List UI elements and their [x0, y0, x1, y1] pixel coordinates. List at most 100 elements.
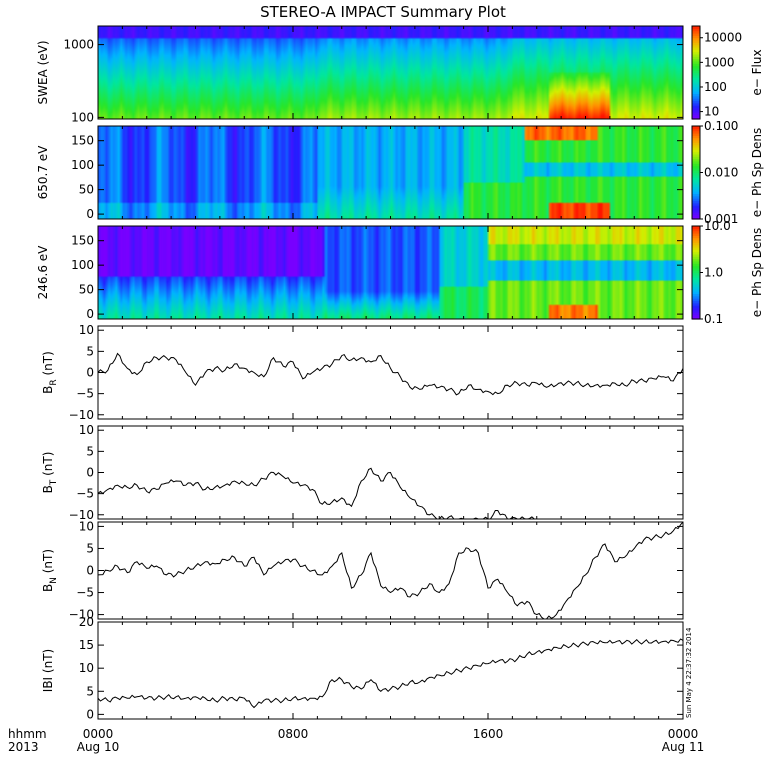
- colorbar-segment: [692, 67, 700, 71]
- colorbar-segment: [692, 184, 700, 188]
- colorbar-segment: [692, 88, 700, 92]
- colorbar-segment: [692, 74, 700, 78]
- colorbar-segment: [692, 60, 700, 64]
- colorbar-segment: [692, 309, 700, 313]
- colorbar-segment: [692, 212, 700, 215]
- colorbar-segment: [692, 26, 700, 29]
- colorbar-segment: [692, 144, 700, 148]
- y-tick-label: 5: [86, 684, 94, 698]
- colorbar-segment: [692, 156, 700, 160]
- colorbar-segment: [692, 84, 700, 88]
- colorbar-tick-label: 10: [704, 105, 719, 119]
- pad650-ylabel: 650.7 eV: [36, 145, 50, 200]
- colorbar-segment: [692, 302, 700, 306]
- colorbar-segment: [692, 86, 700, 90]
- colorbar-segment: [692, 46, 700, 50]
- colorbar-segment: [692, 112, 700, 115]
- colorbar-segment: [692, 77, 700, 81]
- colorbar-segment: [692, 58, 700, 62]
- colorbar-segment: [692, 246, 700, 250]
- y-tick-label: 0: [86, 564, 94, 578]
- colorbar-segment: [692, 193, 700, 197]
- y-tick-label: 10: [79, 423, 94, 437]
- panel-pad650: 0.001 0.010 0.100 e− Ph Sp Dens 650.7 eV 0 50 1…: [36, 119, 764, 226]
- colorbar-segment: [692, 158, 700, 162]
- colorbar-segment: [692, 300, 700, 304]
- colorbar-segment: [692, 81, 700, 85]
- colorbar-segment: [692, 163, 700, 167]
- colorbar-segment: [692, 288, 700, 292]
- y-tick-label: 10: [79, 661, 94, 675]
- panel-bt: BT (nT) −10 −5 0 5 10: [41, 423, 684, 522]
- y-tick-label: 100: [71, 158, 94, 172]
- y-tick-label: 100: [71, 258, 94, 272]
- y-tick-label: 10: [79, 323, 94, 337]
- y-tick-label: 50: [79, 283, 94, 297]
- colorbar-segment: [692, 153, 700, 157]
- colorbar-segment: [692, 137, 700, 141]
- figure-title: STEREO-A IMPACT Summary Plot: [260, 3, 506, 21]
- bn-ylabel: BN (nT): [41, 549, 59, 592]
- colorbar-segment: [692, 39, 700, 43]
- colorbar-segment: [692, 258, 700, 262]
- colorbar-segment: [692, 30, 700, 34]
- colorbar-segment: [692, 146, 700, 150]
- colorbar-segment: [692, 130, 700, 134]
- colorbar-segment: [692, 28, 700, 32]
- pad246-spectrogram: [98, 226, 683, 319]
- colorbar-segment: [692, 37, 700, 41]
- y-tick-label: 5: [86, 541, 94, 555]
- br-series-line: [98, 352, 683, 396]
- y-tick-label: 0: [86, 466, 94, 480]
- colorbar-segment: [692, 307, 700, 311]
- colorbar-segment: [692, 265, 700, 269]
- colorbar-segment: [692, 298, 700, 301]
- colorbar-tick-label: 10.0: [704, 219, 731, 233]
- colorbar-tick-label: 100: [704, 80, 727, 94]
- y-tick-label: 10: [79, 519, 94, 533]
- swea-colorbar: 10 100 1000 10000 e− Flux: [691, 25, 764, 120]
- y-tick-label: 5: [86, 444, 94, 458]
- colorbar-segment: [692, 214, 700, 218]
- time-tick-label: 0000: [83, 727, 114, 741]
- colorbar-segment: [692, 135, 700, 139]
- bmag-series-line: [98, 638, 683, 709]
- colorbar-segment: [692, 186, 700, 190]
- colorbar-segment: [692, 230, 700, 234]
- y-tick-label: 0: [86, 366, 94, 380]
- br-ylabel: BR (nT): [41, 351, 59, 394]
- y-tick-label: 0: [86, 207, 94, 221]
- colorbar-segment: [692, 98, 700, 101]
- colorbar-segment: [692, 72, 700, 76]
- colorbar-segment: [692, 249, 700, 253]
- colorbar-tick-label: 0.001: [704, 212, 738, 226]
- colorbar-segment: [692, 295, 700, 299]
- colorbar-tick-label: 10000: [704, 31, 742, 45]
- colorbar-segment: [692, 116, 700, 120]
- time-tick-label: 1600: [473, 727, 504, 741]
- colorbar-segment: [692, 256, 700, 260]
- pad650-colorbar: 0.001 0.010 0.100 e− Ph Sp Dens: [691, 119, 764, 226]
- y-tick-label: 100: [71, 110, 94, 124]
- colorbar-segment: [692, 237, 700, 241]
- colorbar-segment: [692, 70, 700, 74]
- pad246-colorbar: 0.1 1.0 10.0 e− Ph Sp Dens: [691, 219, 764, 326]
- colorbar-segment: [692, 195, 700, 199]
- colorbar-segment: [692, 279, 700, 283]
- colorbar-segment: [692, 316, 700, 320]
- colorbar-tick-label: 1.0: [704, 266, 723, 280]
- colorbar-segment: [692, 181, 700, 185]
- colorbar-segment: [692, 56, 700, 60]
- colorbar-segment: [692, 53, 700, 57]
- colorbar-segment: [692, 51, 700, 55]
- colorbar-segment: [692, 207, 700, 211]
- y-tick-label: −10: [69, 508, 94, 522]
- y-tick-label: 20: [79, 615, 94, 629]
- panel-swea: 10 100 1000 10000 e− Flux SWEA (eV) 100 1000: [36, 25, 764, 124]
- colorbar-segment: [692, 160, 700, 164]
- time-axis-row1-label: hhmm: [8, 727, 47, 741]
- colorbar-segment: [692, 253, 700, 257]
- colorbar-segment: [692, 139, 700, 143]
- pad650-spectrogram: [98, 126, 683, 219]
